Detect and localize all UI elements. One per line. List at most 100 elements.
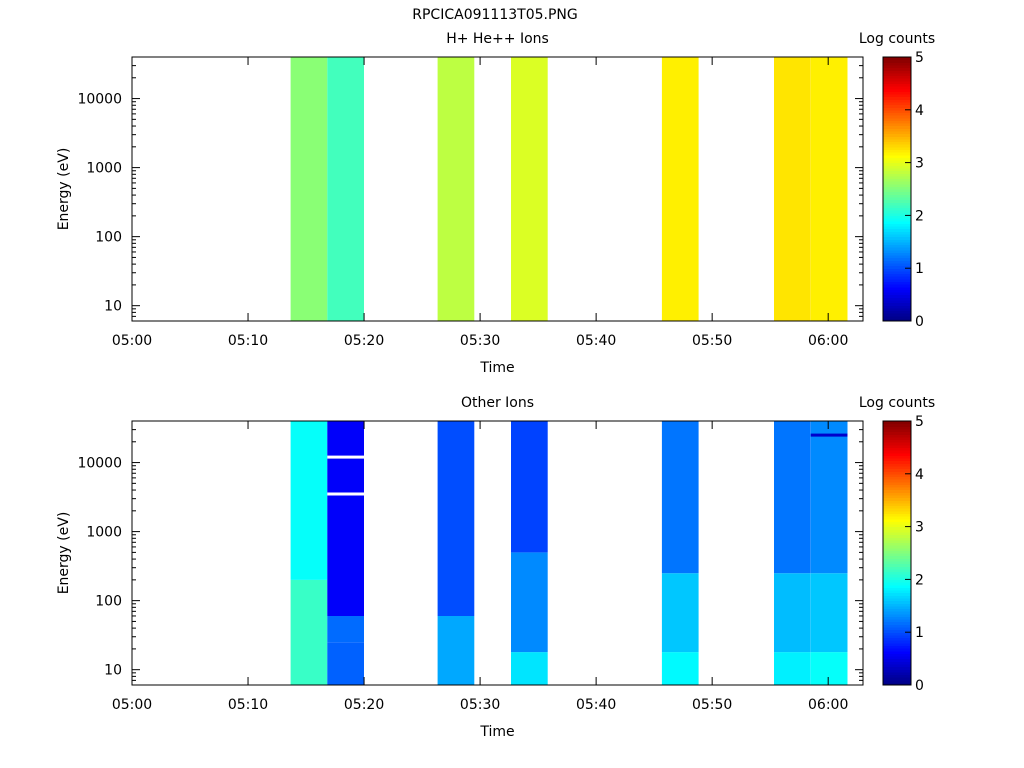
colorbar-segment: [883, 582, 911, 586]
colorbar-segment: [883, 247, 911, 251]
x-tick-label: 05:10: [228, 333, 268, 349]
colorbar-segment: [883, 239, 911, 243]
x-tick-label: 05:40: [576, 697, 616, 713]
colorbar-segment: [883, 574, 911, 578]
colorbar-segment: [883, 489, 911, 493]
colorbar-segment: [883, 215, 911, 219]
heatmap-cell: [661, 57, 699, 321]
colorbar-segment: [883, 682, 911, 686]
colorbar-segment: [883, 553, 911, 557]
x-tick-label: 05:00: [112, 697, 152, 713]
colorbar-segment: [883, 576, 911, 580]
colorbar-segment: [883, 133, 911, 137]
colorbar-tick-label: 0: [915, 314, 924, 330]
colorbar-segment: [883, 494, 911, 499]
x-tick-label: 06:00: [808, 697, 848, 713]
heatmap-cell: [437, 616, 475, 685]
colorbar-segment: [883, 563, 911, 567]
colorbar-segment: [883, 136, 911, 140]
colorbar-segment: [883, 452, 911, 456]
colorbar-segment: [883, 460, 911, 464]
colorbar-segment: [883, 658, 911, 662]
colorbar-segment: [883, 183, 911, 187]
colorbar-segment: [883, 236, 911, 240]
heatmap-cell: [810, 652, 848, 685]
colorbar-segment: [883, 671, 911, 676]
x-axis-label: Time: [479, 724, 514, 740]
colorbar-segment: [883, 91, 911, 95]
colorbar-segment: [883, 571, 911, 575]
colorbar-segment: [883, 249, 911, 253]
colorbar-segment: [883, 194, 911, 198]
plot-frame: [131, 420, 864, 686]
colorbar-segment: [883, 619, 911, 623]
colorbar-segment: [883, 558, 911, 562]
colorbar-segment: [883, 653, 911, 657]
colorbar-segment: [883, 305, 911, 309]
colorbar-segment: [883, 289, 911, 293]
colorbar-segment: [883, 107, 911, 111]
colorbar-segment: [883, 104, 911, 108]
colorbar-segment: [883, 70, 911, 74]
colorbar-segment: [883, 661, 911, 665]
y-tick-label: 100: [95, 594, 122, 610]
colorbar-segment: [883, 278, 911, 282]
colorbar-tick-label: 5: [915, 414, 924, 430]
y-tick-label: 10000: [77, 92, 122, 108]
colorbar-segment: [883, 484, 911, 488]
x-tick-label: 05:00: [112, 333, 152, 349]
heatmap-line: [810, 433, 848, 437]
heatmap-cell: [511, 552, 548, 653]
colorbar-segment: [883, 252, 911, 256]
colorbar-segment: [883, 202, 911, 206]
colorbar-segment: [883, 101, 911, 106]
colorbar-segment: [883, 600, 911, 604]
colorbar-segment: [883, 310, 911, 314]
colorbar-segment: [883, 679, 911, 683]
heatmap-cell: [774, 652, 811, 685]
colorbar-segment: [883, 302, 911, 306]
colorbar-segment: [883, 492, 911, 496]
colorbar-segment: [883, 191, 911, 195]
colorbar-segment: [883, 579, 911, 583]
heatmap-cell: [810, 421, 848, 574]
colorbar-segment: [883, 231, 911, 235]
colorbar-segment: [883, 487, 911, 491]
colorbar-segment: [883, 307, 911, 312]
x-tick-label: 05:40: [576, 333, 616, 349]
colorbar-segment: [883, 228, 911, 232]
colorbar-segment: [883, 273, 911, 277]
colorbar-segment: [883, 115, 911, 119]
colorbar-segment: [883, 521, 911, 525]
colorbar-segment: [883, 626, 911, 631]
heatmap-cell: [810, 573, 848, 653]
colorbar-segment: [883, 297, 911, 301]
x-tick-label: 05:50: [692, 333, 732, 349]
x-axis-label: Time: [479, 360, 514, 376]
colorbar-segment: [883, 276, 911, 280]
colorbar-segment: [883, 125, 911, 129]
colorbar-segment: [883, 523, 911, 528]
colorbar-segment: [883, 80, 911, 84]
colorbar-segment: [883, 476, 911, 480]
heatmap-cell: [774, 421, 811, 574]
colorbar-segment: [883, 78, 911, 82]
heatmap-cell: [511, 652, 548, 685]
colorbar-segment: [883, 568, 911, 573]
heatmap-cell: [661, 652, 699, 685]
colorbar-segment: [883, 431, 911, 435]
colorbar-segment: [883, 294, 911, 298]
colorbar-segment: [883, 62, 911, 66]
colorbar-segment: [883, 650, 911, 654]
colorbar-segment: [883, 212, 911, 216]
colorbar-segment: [883, 613, 911, 617]
colorbar-segment: [883, 138, 911, 143]
colorbar-segment: [883, 178, 911, 182]
heatmap-cell: [437, 57, 475, 321]
colorbar-segment: [883, 167, 911, 172]
heatmap-line: [327, 492, 364, 496]
x-tick-label: 05:50: [692, 697, 732, 713]
heatmap-panel-2: Other Ions 05:00 05:10 05:20 05:30 05:40 05:50…: [56, 395, 935, 740]
colorbar-segment: [883, 159, 911, 164]
